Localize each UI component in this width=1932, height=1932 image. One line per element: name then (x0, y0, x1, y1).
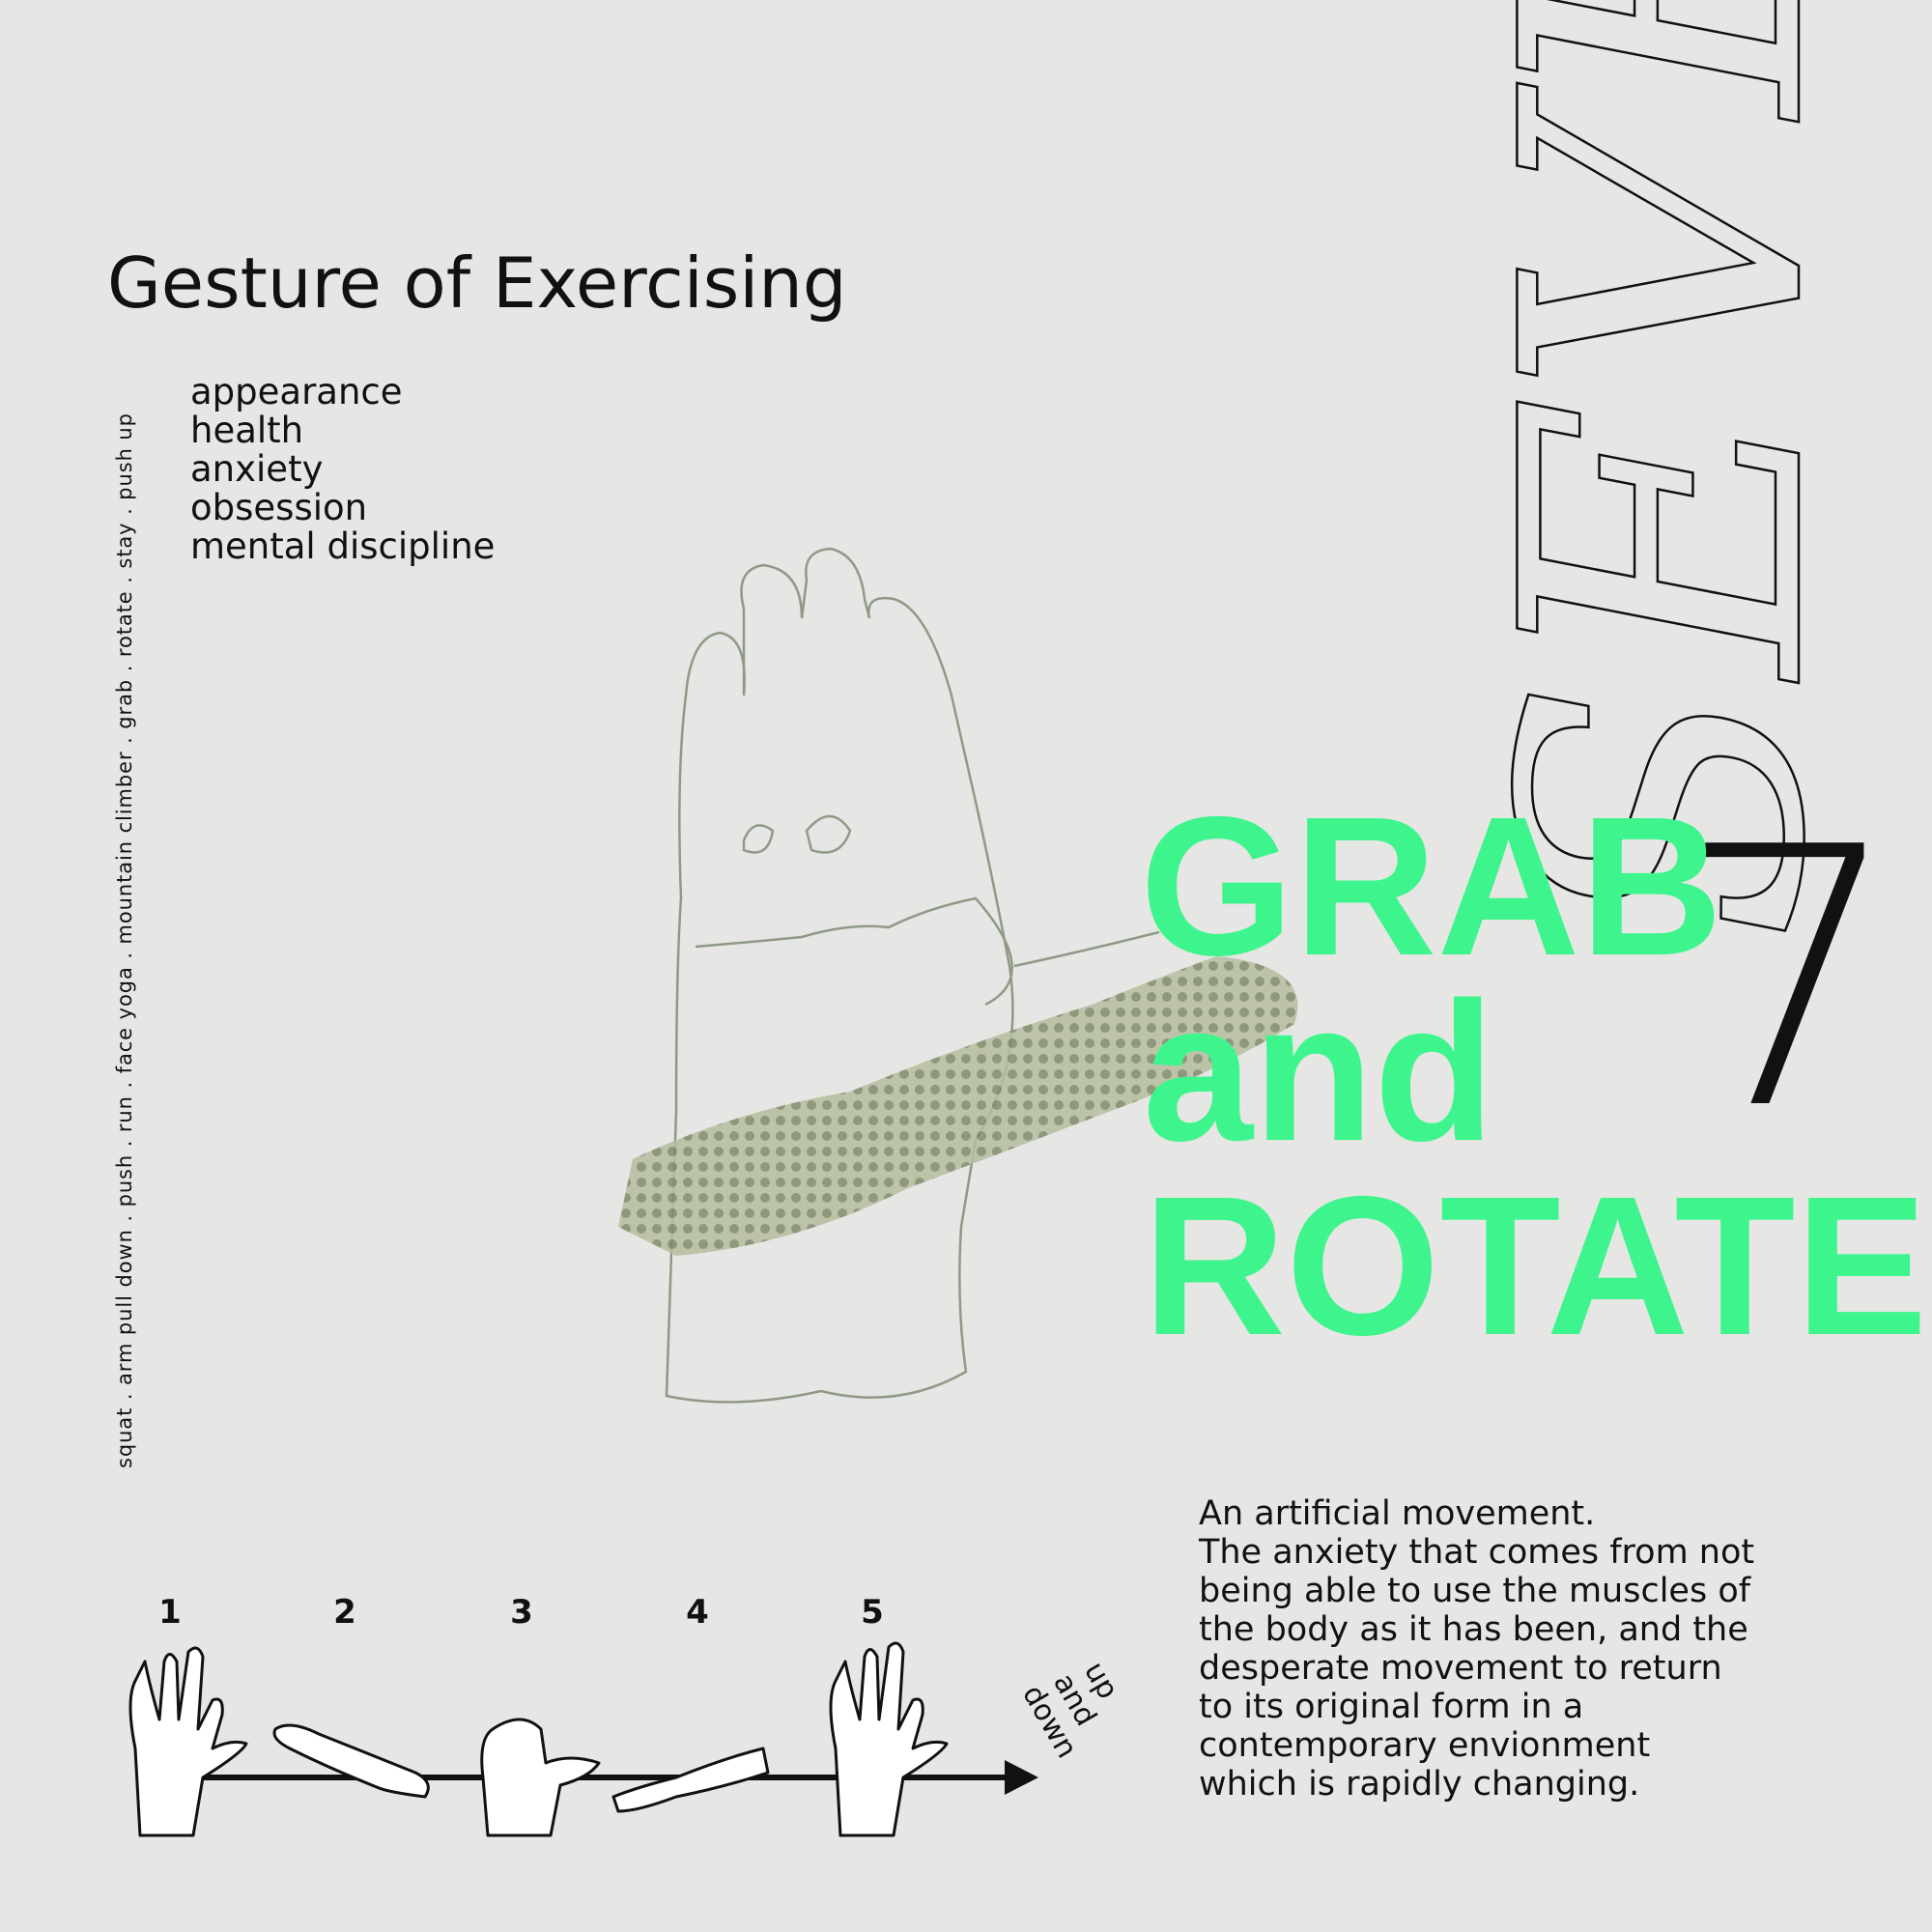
description-line: which is rapidly changing. (1199, 1765, 1639, 1804)
step-number: 2 (333, 1593, 356, 1632)
arrow-label: up and down (1015, 1657, 1124, 1765)
outline-word: SEVEN (1441, 0, 1890, 942)
hand-sketch (618, 547, 1298, 1404)
headline-line: ROTATE (1143, 1155, 1927, 1377)
step-number: 4 (686, 1593, 709, 1632)
description-line: An artificial movement. (1199, 1494, 1595, 1533)
step-numbers: 1 2 3 4 5 (158, 1593, 884, 1632)
description: An artificial movement. The anxiety that… (1198, 1494, 1754, 1804)
big-number: 7 (1676, 773, 1903, 1188)
keyword: obsession (190, 487, 367, 528)
headline-line: GRAB (1140, 776, 1723, 997)
step-number: 3 (510, 1593, 533, 1632)
keyword: anxiety (190, 448, 323, 490)
keyword: health (190, 410, 303, 451)
keyword: appearance (190, 371, 403, 412)
headline: GRAB and ROTATE (1140, 776, 1927, 1377)
headline-line: and (1143, 961, 1494, 1182)
keyword: mental discipline (190, 526, 495, 567)
description-line: being able to use the muscles of (1199, 1572, 1751, 1610)
description-line: the body as it has been, and the (1199, 1610, 1748, 1649)
exercise-list: squat . arm pull down . push . run . fac… (113, 413, 136, 1468)
keyword-list: appearance health anxiety obsession ment… (190, 371, 495, 567)
description-line: desperate movement to return (1199, 1649, 1722, 1688)
step-hands (128, 1641, 949, 1837)
description-line: The anxiety that comes from not (1198, 1533, 1754, 1572)
title: Gesture of Exercising (107, 242, 847, 324)
step-number: 1 (158, 1593, 182, 1632)
description-line: to its original form in a (1199, 1688, 1583, 1726)
step-number: 5 (861, 1593, 884, 1632)
description-line: contemporary envionment (1199, 1726, 1650, 1765)
